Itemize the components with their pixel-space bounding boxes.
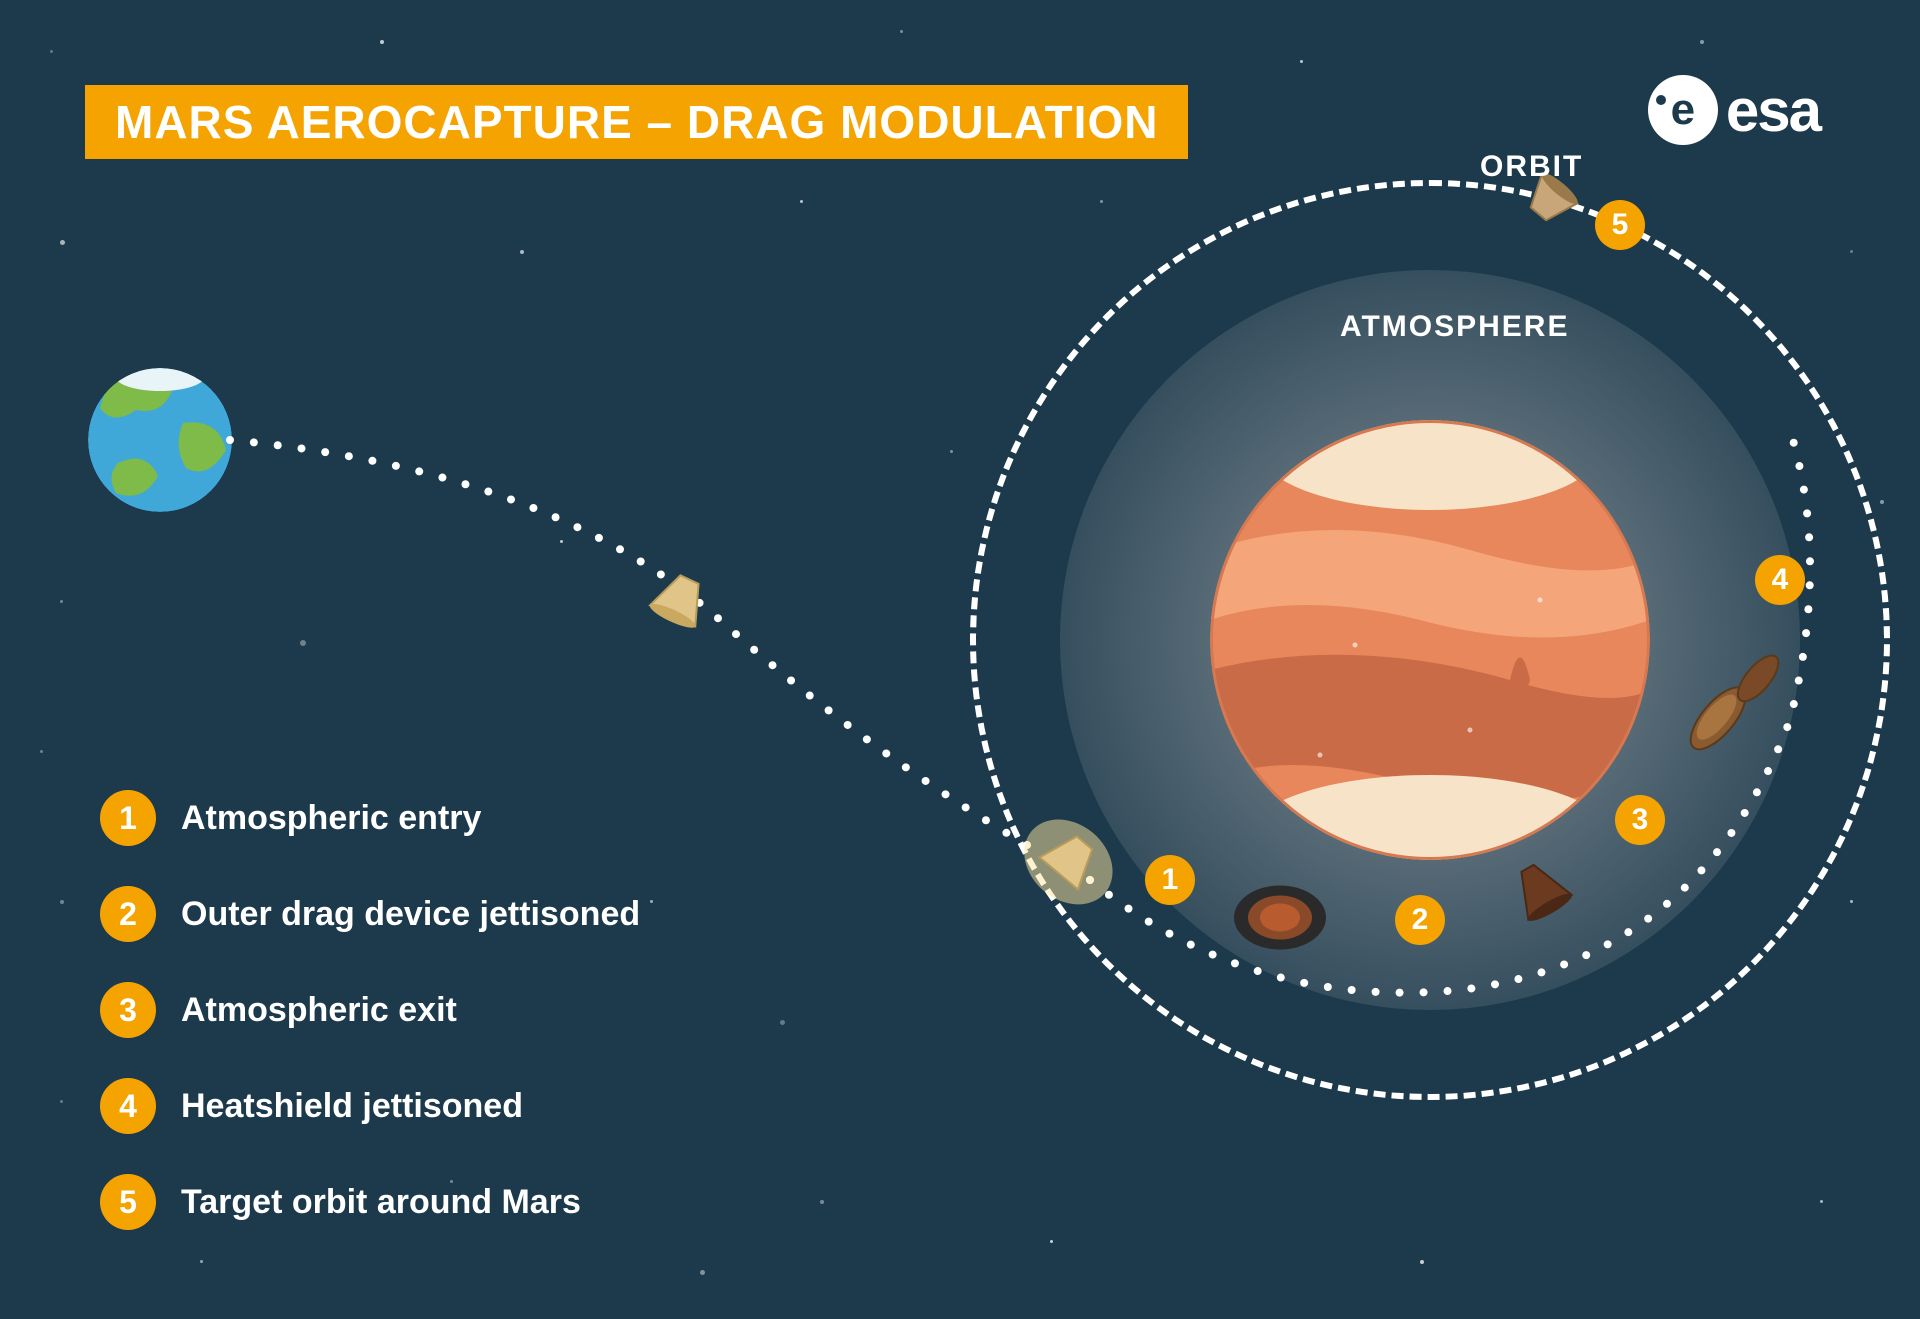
diagram-badge-1: 1 — [1145, 855, 1195, 905]
legend-label: Heatshield jettisoned — [181, 1087, 523, 1126]
legend: 1 Atmospheric entry 2 Outer drag device … — [100, 790, 640, 1270]
diagram-badge-5: 5 — [1595, 200, 1645, 250]
legend-item: 4 Heatshield jettisoned — [100, 1078, 640, 1134]
legend-badge: 1 — [100, 790, 156, 846]
legend-badge: 4 — [100, 1078, 156, 1134]
legend-badge: 3 — [100, 982, 156, 1038]
diagram-badge-4: 4 — [1755, 555, 1805, 605]
legend-item: 5 Target orbit around Mars — [100, 1174, 640, 1230]
legend-label: Outer drag device jettisoned — [181, 895, 640, 934]
legend-label: Target orbit around Mars — [181, 1183, 581, 1222]
legend-item: 2 Outer drag device jettisoned — [100, 886, 640, 942]
legend-badge: 5 — [100, 1174, 156, 1230]
diagram-badge-3: 3 — [1615, 795, 1665, 845]
legend-item: 3 Atmospheric exit — [100, 982, 640, 1038]
orbit-label: ORBIT — [1480, 150, 1583, 184]
legend-badge: 2 — [100, 886, 156, 942]
legend-item: 1 Atmospheric entry — [100, 790, 640, 846]
legend-label: Atmospheric entry — [181, 799, 481, 838]
legend-label: Atmospheric exit — [181, 991, 457, 1030]
atmosphere-label: ATMOSPHERE — [1340, 310, 1569, 344]
diagram-badge-2: 2 — [1395, 895, 1445, 945]
capsule-drag-device — [1230, 878, 1330, 963]
